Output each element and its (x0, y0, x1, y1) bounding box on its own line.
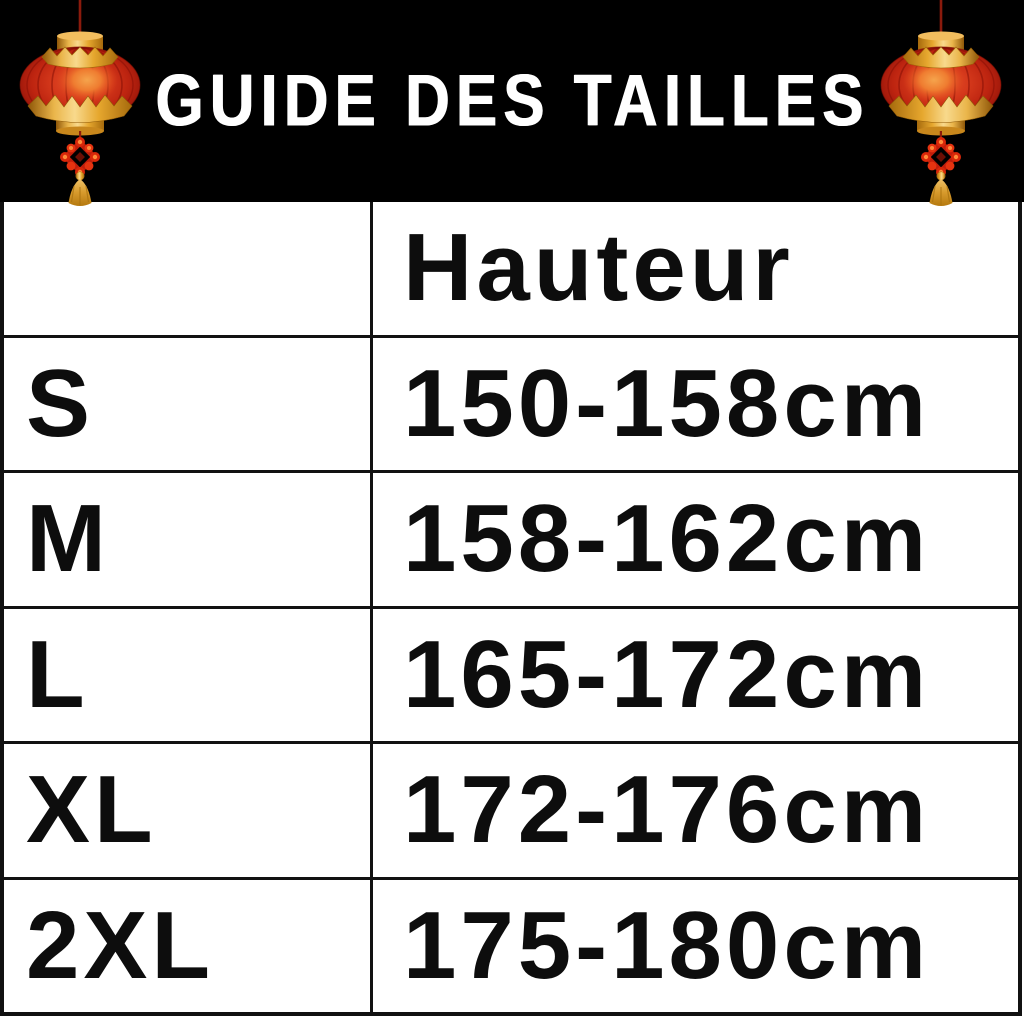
height-cell: 158-162cm (373, 473, 1018, 606)
page-title: GUIDE DES TAILLES (154, 60, 869, 142)
size-cell: L (4, 608, 370, 741)
column-header-size (4, 202, 370, 335)
height-cell: 172-176cm (373, 744, 1018, 877)
chinese-lantern-icon (861, 0, 1021, 212)
size-cell: XL (4, 744, 370, 877)
column-header-height: Hauteur (373, 202, 1018, 335)
height-cell: 165-172cm (373, 608, 1018, 741)
size-cell: 2XL (4, 879, 370, 1012)
size-guide-table: Hauteur S 150-158cm M 158-162cm L 165-17… (0, 202, 1022, 1016)
chinese-lantern-icon (0, 0, 160, 212)
height-cell: 175-180cm (373, 879, 1018, 1012)
height-cell: 150-158cm (373, 337, 1018, 470)
size-cell: M (4, 473, 370, 606)
header-banner: GUIDE DES TAILLES (0, 0, 1024, 202)
size-cell: S (4, 337, 370, 470)
